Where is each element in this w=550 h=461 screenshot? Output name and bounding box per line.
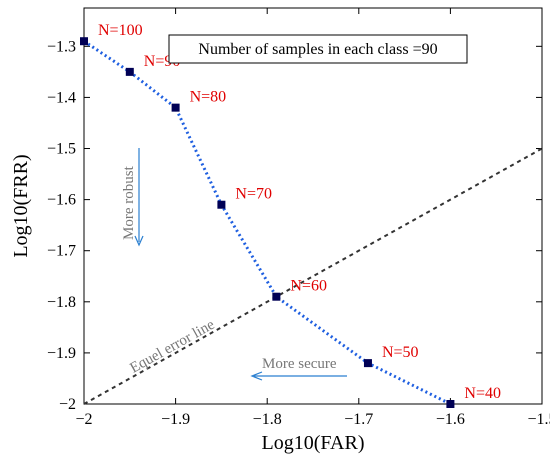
more-secure-label: More secure [262, 356, 337, 372]
point-label: N=60 [290, 278, 327, 295]
y-tick-label: −1.7 [47, 243, 76, 260]
x-tick-label: −1.9 [161, 411, 190, 428]
point-label: N=40 [464, 385, 501, 402]
y-tick-label: −1.6 [47, 192, 76, 209]
x-tick-label: −1.7 [344, 411, 373, 428]
more-secure-annotation: More secure [250, 356, 347, 381]
series-marker [125, 67, 134, 76]
series-marker [171, 103, 180, 112]
point-label: N=70 [235, 186, 272, 203]
y-tick-label: −1.4 [47, 89, 76, 106]
x-tick-labels: −2 −1.9 −1.8 −1.7 −1.6 −1.5 [75, 411, 550, 428]
y-tick-label: −1.5 [47, 141, 76, 158]
info-box-text: Number of samples in each class =90 [198, 41, 437, 58]
y-tick-label: −1.3 [47, 38, 76, 55]
series-marker [363, 359, 372, 368]
point-label: N=100 [98, 22, 143, 39]
point-label: N=80 [190, 89, 227, 106]
more-robust-annotation: More robust [121, 148, 144, 247]
point-label: N=50 [382, 344, 419, 361]
y-tick-label: −2 [59, 396, 76, 413]
y-tick-label: −1.8 [47, 294, 76, 311]
x-tick-label: −1.6 [436, 411, 465, 428]
series-markers [80, 37, 455, 408]
x-tick-label: −2 [75, 411, 92, 428]
plot-area [83, 7, 543, 405]
series-marker [446, 400, 455, 408]
x-tick-label: −1.8 [253, 411, 282, 428]
x-axis-label: Log10(FAR) [262, 432, 365, 454]
y-axis-label: Log10(FRR) [10, 154, 32, 257]
series-marker [217, 200, 226, 209]
series-marker [272, 292, 281, 301]
series-marker [80, 37, 88, 46]
y-tick-labels: −2 −1.9 −1.8 −1.7 −1.6 −1.5 −1.4 −1.3 [47, 38, 76, 413]
x-tick-label: −1.5 [527, 411, 550, 428]
info-box: Number of samples in each class =90 [168, 34, 468, 64]
more-secure-arrowhead [250, 371, 263, 381]
more-robust-label: More robust [121, 165, 137, 240]
more-robust-arrowhead [134, 235, 144, 247]
y-tick-label: −1.9 [47, 345, 76, 362]
